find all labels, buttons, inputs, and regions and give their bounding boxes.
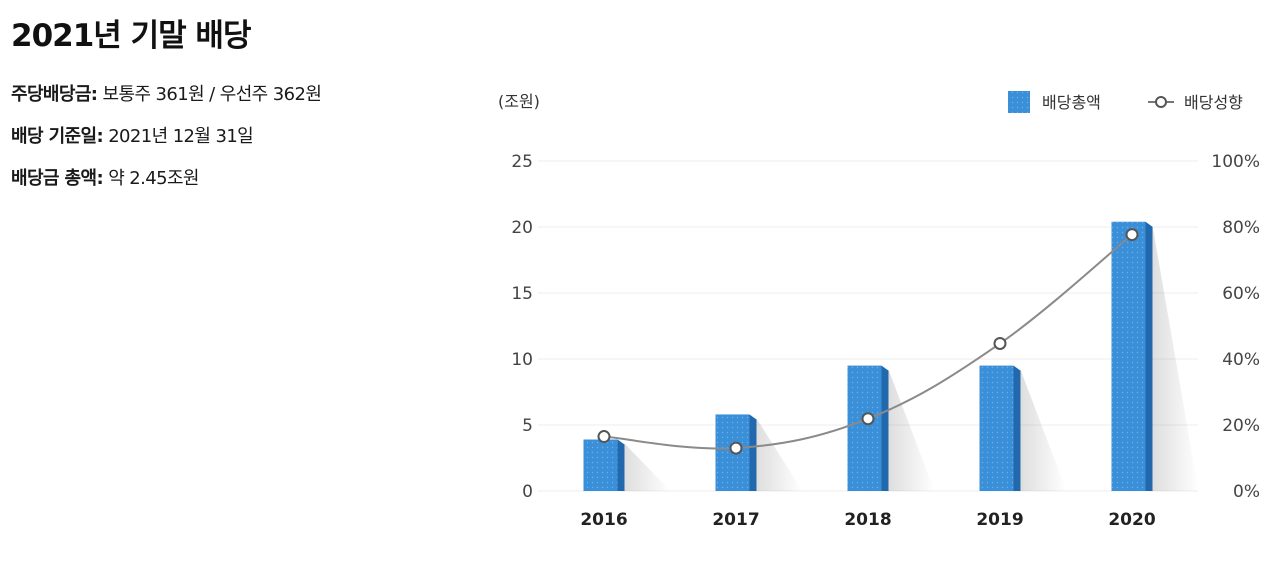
left-tick-label: 15 <box>511 284 533 304</box>
right-tick-label: 40% <box>1222 350 1260 370</box>
left-tick-label: 20 <box>511 218 533 238</box>
bar-series <box>583 221 1153 491</box>
bar <box>583 439 625 491</box>
bar-side <box>881 365 889 491</box>
bar-side <box>1145 221 1153 491</box>
right-axis: 0% 20% 40% 60% 80% 100% <box>1211 152 1260 502</box>
info-label: 주당배당금: <box>11 84 98 105</box>
line-marker <box>861 412 875 426</box>
bar <box>1111 221 1153 491</box>
x-tick-label: 2019 <box>976 510 1023 530</box>
right-tick-label: 100% <box>1211 152 1260 172</box>
line-marker <box>1125 228 1139 242</box>
left-tick-label: 10 <box>511 350 533 370</box>
bar-texture <box>1111 221 1146 491</box>
right-tick-label: 60% <box>1222 284 1260 304</box>
bar-shadow <box>624 443 671 491</box>
x-tick-label: 2018 <box>844 510 891 530</box>
line-marker <box>597 430 611 444</box>
x-tick-label: 2016 <box>580 510 627 530</box>
dividend-info-list: 주당배당금: 보통주 361원 / 우선주 362원 배당 기준일: 2021년… <box>11 82 322 208</box>
left-tick-label: 0 <box>522 482 533 502</box>
line-marker <box>993 336 1007 350</box>
right-tick-label: 80% <box>1222 218 1260 238</box>
bar-shadow <box>756 418 803 491</box>
bar-texture <box>979 365 1014 491</box>
bar-texture <box>583 439 618 491</box>
bar-shadow <box>1020 369 1067 491</box>
line-series <box>597 228 1139 455</box>
legend-line-marker <box>1155 96 1167 108</box>
left-tick-label: 25 <box>511 152 533 172</box>
legend-line-label: 배당성향 <box>1184 93 1243 112</box>
info-value: 보통주 361원 / 우선주 362원 <box>102 84 322 105</box>
x-tick-label: 2020 <box>1108 510 1155 530</box>
bar-side <box>617 439 625 491</box>
bar-side <box>1013 365 1021 491</box>
legend: 배당총액 배당성향 <box>1008 91 1243 113</box>
info-value: 약 2.45조원 <box>108 168 199 189</box>
x-axis: 2016 2017 2018 2019 2020 <box>580 510 1155 530</box>
unit-label: (조원) <box>498 92 540 111</box>
bar-side <box>749 414 757 491</box>
right-tick-label: 0% <box>1233 482 1260 502</box>
bar-shadows <box>624 225 1199 491</box>
bar-shadow <box>1152 225 1199 491</box>
legend-bar-label: 배당총액 <box>1042 93 1101 112</box>
bar-shadow <box>888 369 935 491</box>
info-label: 배당금 총액: <box>11 168 104 189</box>
bar <box>847 365 889 491</box>
x-tick-label: 2017 <box>712 510 759 530</box>
bar <box>979 365 1021 491</box>
info-row-dividend-per-share: 주당배당금: 보통주 361원 / 우선주 362원 <box>11 82 322 124</box>
info-row-record-date: 배당 기준일: 2021년 12월 31일 <box>11 124 321 166</box>
grid-lines <box>538 160 1198 492</box>
left-axis: 0 5 10 15 20 25 <box>511 152 533 502</box>
info-label: 배당 기준일: <box>11 126 104 147</box>
page-title: 2021년 기말 배당 <box>11 18 251 54</box>
right-tick-label: 20% <box>1222 416 1260 436</box>
info-value: 2021년 12월 31일 <box>108 126 254 147</box>
bar-texture <box>847 365 882 491</box>
info-row-total-dividend: 배당금 총액: 약 2.45조원 <box>11 166 321 208</box>
line-marker <box>729 441 743 455</box>
left-tick-label: 5 <box>522 416 533 436</box>
